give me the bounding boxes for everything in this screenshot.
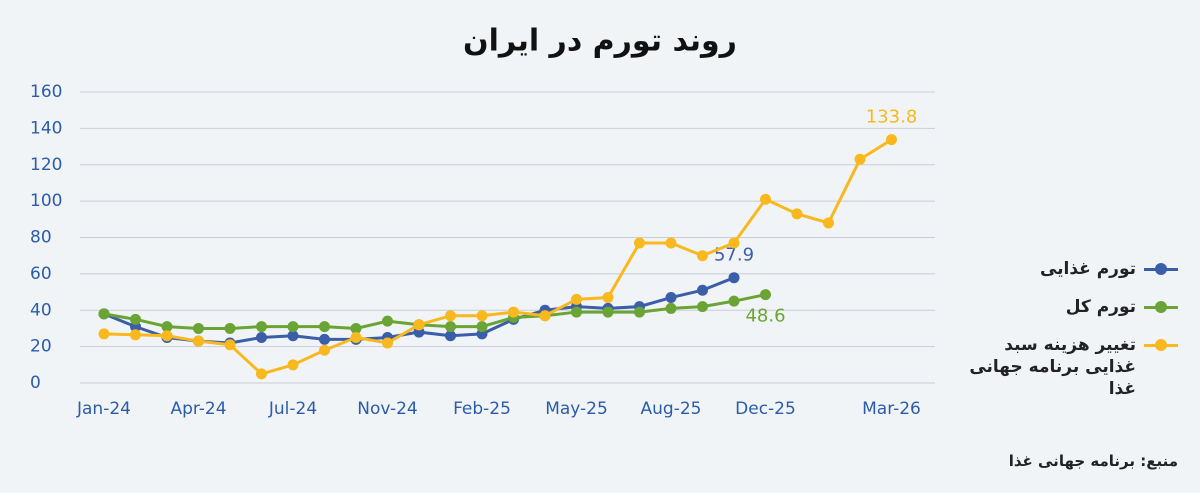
x-tick-label: Dec-25 — [735, 399, 796, 419]
data-point — [130, 313, 141, 325]
data-point — [445, 330, 456, 342]
data-point — [886, 134, 897, 146]
data-point — [382, 315, 393, 327]
x-tick-label: Jan-24 — [76, 399, 131, 419]
data-point — [634, 237, 645, 249]
series-line — [103, 138, 893, 376]
x-tick-label: Aug-25 — [641, 399, 702, 419]
data-point — [823, 217, 834, 229]
data-point — [665, 237, 677, 249]
legend-marker — [1144, 334, 1178, 356]
data-label: 133.8 — [866, 107, 918, 128]
data-point — [350, 322, 362, 334]
data-point — [256, 332, 267, 344]
legend-item: تغییر هزینه سبد غذایی برنامه جهانی غذا — [948, 334, 1178, 400]
data-label: 48.6 — [745, 306, 785, 327]
data-point — [476, 321, 488, 333]
data-point — [287, 321, 299, 333]
data-point — [382, 337, 393, 349]
legend-item: تورم غذایی — [948, 258, 1178, 280]
data-point — [791, 208, 803, 220]
data-point — [665, 302, 677, 314]
data-point — [539, 310, 551, 322]
data-point — [130, 329, 141, 341]
legend-label: تورم غذایی — [1039, 259, 1136, 279]
data-point — [161, 330, 173, 342]
data-point — [445, 310, 456, 322]
data-point — [760, 289, 771, 301]
data-point — [854, 153, 866, 165]
data-point — [287, 359, 299, 371]
data-point — [571, 306, 582, 318]
x-tick-label: Nov-24 — [357, 399, 418, 419]
x-tick-label: Jul-24 — [268, 399, 317, 419]
y-tick-label: 0 — [30, 373, 41, 393]
data-point — [665, 292, 677, 304]
source: منبع: برنامه جهانی غذا — [1008, 452, 1178, 470]
data-point — [319, 321, 330, 333]
y-tick-label: 100 — [30, 191, 62, 211]
data-point — [476, 310, 488, 322]
series-line — [103, 293, 766, 330]
y-tick-label: 140 — [30, 118, 62, 138]
data-point — [634, 306, 645, 318]
data-point — [728, 272, 740, 284]
data-label: 57.9 — [714, 245, 754, 266]
legend-marker — [1144, 296, 1178, 318]
data-point — [224, 339, 236, 351]
data-point — [760, 193, 771, 205]
data-point — [193, 322, 204, 334]
data-point — [287, 330, 299, 342]
legend-marker — [1144, 258, 1178, 280]
data-point — [193, 335, 204, 347]
y-tick-label: 80 — [30, 228, 52, 248]
chart-title: روند تورم در ایران — [463, 24, 737, 59]
data-point — [697, 250, 708, 262]
legend-label: تورم کل — [1065, 297, 1136, 317]
data-point — [697, 301, 708, 313]
y-tick-label: 40 — [30, 300, 52, 320]
y-tick-label: 20 — [30, 337, 52, 357]
legend-item: تورم کل — [948, 296, 1178, 318]
data-point — [224, 322, 236, 334]
data-point — [319, 333, 330, 345]
data-point — [350, 332, 362, 344]
y-tick-label: 120 — [30, 155, 62, 175]
y-tick-label: 160 — [30, 82, 62, 102]
legend-label: تغییر هزینه سبد غذایی برنامه جهانی غذا — [969, 335, 1136, 399]
x-tick-label: Mar-26 — [862, 399, 921, 419]
data-point — [98, 328, 110, 340]
data-point — [697, 284, 708, 296]
x-tick-label: May-25 — [545, 399, 608, 419]
data-point — [161, 321, 173, 333]
data-point — [602, 306, 614, 318]
data-point — [508, 306, 519, 318]
data-point — [445, 321, 456, 333]
x-tick-label: Feb-25 — [453, 399, 511, 419]
data-point — [571, 293, 582, 305]
data-point — [256, 321, 267, 333]
data-point — [602, 292, 614, 304]
data-point — [728, 237, 740, 249]
y-tick-label: 60 — [30, 264, 52, 284]
data-point — [256, 368, 267, 380]
data-point — [319, 344, 330, 356]
data-point — [413, 319, 425, 331]
data-point — [728, 295, 740, 307]
x-tick-label: Apr-24 — [170, 399, 226, 419]
data-point — [98, 308, 110, 320]
